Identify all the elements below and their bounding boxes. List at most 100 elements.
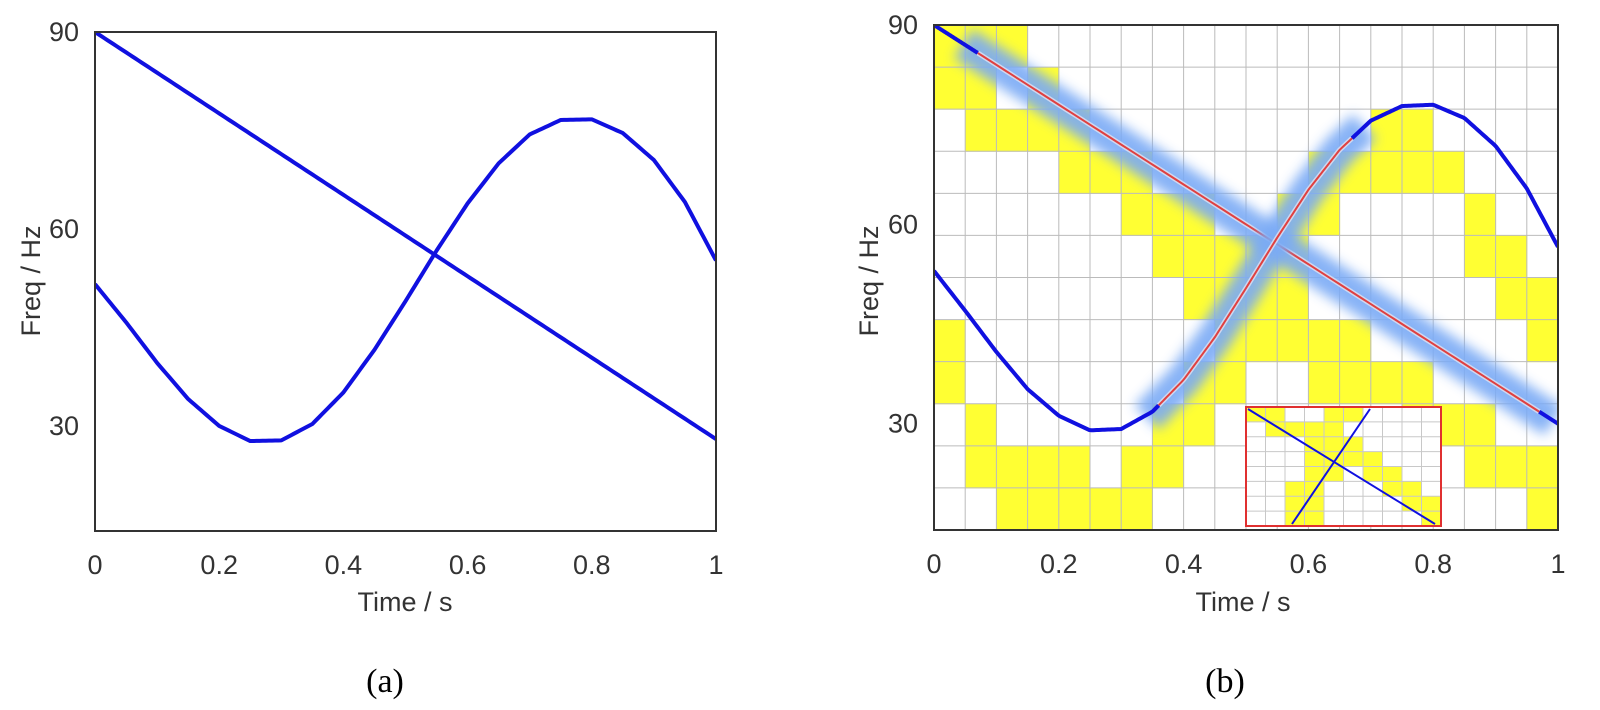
x-axis-label-b: Time / s <box>1195 587 1290 617</box>
chart-panel-b: 0 0.2 0.4 0.6 0.8 1 30 60 90 Time / s Freq / Hz… <box>854 10 1566 700</box>
series-line-b-2 <box>1350 102 1558 248</box>
highlighted-cell <box>1058 487 1091 530</box>
inset-line-1 <box>1247 408 1436 525</box>
highlighted-cell <box>1152 445 1185 489</box>
inset-highlighted-cell <box>1421 511 1442 527</box>
chart-panel-a: 0 0.2 0.4 0.6 0.8 1 30 60 90 Time / s Freq / Hz… <box>16 17 724 700</box>
highlighted-cell <box>1183 277 1216 321</box>
x-tick-label-a: 1 <box>708 550 723 580</box>
highlighted-cell <box>1402 109 1434 152</box>
inset-highlighted-cell <box>1363 466 1383 482</box>
highlighted-cell <box>965 403 997 447</box>
highlighted-cell <box>934 361 966 405</box>
inset-highlighted-cell <box>1402 481 1422 497</box>
inset-highlighted-cell <box>1421 496 1442 512</box>
highlighted-cell <box>1277 319 1309 363</box>
plot-area-a <box>95 32 716 531</box>
highlighted-cell <box>1183 235 1216 278</box>
highlighted-cell <box>1027 487 1060 530</box>
x-tick-label-b: 0.4 <box>1165 549 1203 579</box>
x-tick-label-a: 0.4 <box>325 550 363 580</box>
inset-zoom-b <box>1245 406 1442 527</box>
highlighted-cell <box>1370 151 1403 194</box>
highlighted-cell <box>1121 193 1153 236</box>
inset-highlighted-cell <box>1304 511 1325 527</box>
highlighted-cell <box>1526 277 1558 321</box>
x-tick-label-a: 0.6 <box>449 550 487 580</box>
highlighted-cell <box>1027 445 1060 489</box>
x-tick-label-a: 0 <box>87 550 102 580</box>
ridge-glow-b <box>954 29 1558 436</box>
highlighted-cell <box>1339 319 1372 363</box>
inset-highlighted-cell <box>1304 451 1325 467</box>
highlighted-cell <box>1339 361 1372 405</box>
highlighted-cell <box>965 445 997 489</box>
highlighted-cell <box>1495 277 1528 321</box>
y-tick-label-a: 60 <box>49 214 79 244</box>
ridge-core <box>977 52 1540 413</box>
x-tick-label-b: 0 <box>926 549 941 579</box>
highlighted-cell <box>1526 487 1558 530</box>
highlighted-cell <box>1308 361 1341 405</box>
highlighted-cell <box>1058 151 1091 194</box>
highlighted-cell <box>1464 403 1497 447</box>
highlighted-cell <box>1526 319 1558 363</box>
series-line-b-1 <box>934 25 979 55</box>
inset-highlighted-cell <box>1324 436 1344 452</box>
highlighted-cell <box>1402 361 1434 405</box>
inset-line-2 <box>1291 408 1371 525</box>
x-axis-label-a: Time / s <box>357 587 452 617</box>
highlighted-cell <box>1090 487 1122 530</box>
inset-border <box>1245 406 1442 527</box>
x-tick-labels-a: 0 0.2 0.4 0.6 0.8 1 <box>87 550 723 580</box>
series-line-b-1 <box>1538 410 1558 426</box>
series-lines-a <box>95 32 716 444</box>
highlighted-cell <box>1308 319 1341 363</box>
inset-highlighted-cell <box>1324 421 1344 438</box>
highlighted-cell <box>1495 235 1528 278</box>
highlighted-cell <box>1433 151 1465 194</box>
highlighted-cell <box>996 109 1029 152</box>
x-tick-label-b: 0.6 <box>1290 549 1328 579</box>
y-tick-labels-b: 30 60 90 <box>888 10 918 439</box>
highlighted-cell <box>1464 445 1497 489</box>
series-line-b-2 <box>934 269 1161 433</box>
inset-highlighted-cell <box>1382 481 1403 497</box>
plot-frame-b <box>933 24 1559 531</box>
inset-highlighted-cell <box>1324 451 1344 467</box>
y-tick-label-a: 30 <box>49 411 79 441</box>
x-tick-labels-b: 0 0.2 0.4 0.6 0.8 1 <box>926 549 1565 579</box>
y-tick-label-b: 30 <box>888 409 918 439</box>
series-line-a-2 <box>95 117 716 444</box>
highlighted-cell <box>934 67 966 110</box>
y-tick-label-b: 90 <box>888 10 918 40</box>
highlighted-cell <box>1370 361 1403 405</box>
plot-frame-a <box>94 31 717 532</box>
inset-highlighted-cell <box>1265 421 1286 438</box>
highlighted-cell <box>996 445 1029 489</box>
inset-highlighted-cell <box>1304 481 1325 497</box>
x-tick-label-a: 0.2 <box>200 550 238 580</box>
highlighted-cell <box>1464 235 1497 278</box>
series-lines-b <box>934 25 1558 433</box>
y-tick-labels-a: 30 60 90 <box>49 17 79 441</box>
inset-highlighted-cell <box>1304 496 1325 512</box>
inset-highlighted-cell <box>1382 466 1403 482</box>
y-axis-label-a: Freq / Hz <box>16 225 46 336</box>
highlighted-cell <box>996 487 1029 530</box>
inset-highlighted-cell <box>1324 407 1344 423</box>
highlighted-cell <box>1246 319 1278 363</box>
inset-highlighted-cell <box>1343 407 1364 423</box>
highlighted-cell <box>1526 445 1558 489</box>
caption-a: (a) <box>366 663 404 700</box>
x-tick-label-b: 0.2 <box>1040 549 1078 579</box>
y-axis-label-b: Freq / Hz <box>854 225 884 336</box>
inset-highlighted-cell <box>1363 451 1383 467</box>
ridge-core <box>1157 137 1353 407</box>
highlighted-cell <box>1121 487 1153 530</box>
highlighted-cell <box>1402 151 1434 194</box>
y-tick-label-b: 60 <box>888 209 918 239</box>
highlighted-cell <box>1277 277 1309 321</box>
y-tick-label-a: 90 <box>49 17 79 47</box>
